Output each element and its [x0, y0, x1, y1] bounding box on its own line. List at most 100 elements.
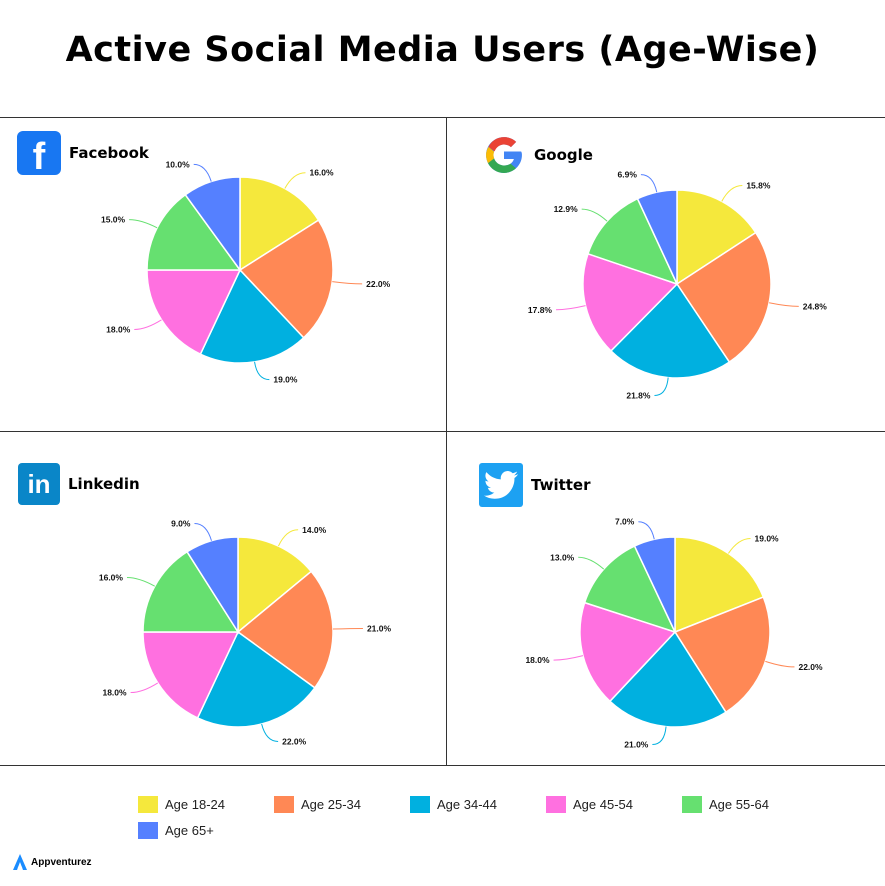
legend-label: Age 34-44 [437, 796, 497, 812]
data-label: 15.0% [101, 215, 126, 225]
linkedin-header: in Linkedin [18, 463, 140, 505]
legend-item[interactable]: Age 55-64 [682, 795, 818, 813]
chart-title: Linkedin [68, 475, 140, 493]
data-label: 18.0% [525, 655, 550, 665]
leader-line [727, 538, 751, 554]
legend-label: Age 65+ [165, 822, 214, 838]
legend-label: Age 25-34 [301, 796, 361, 812]
google-header: Google [482, 133, 593, 177]
chart-title: Twitter [531, 476, 591, 494]
leader-line [769, 302, 799, 307]
divider [446, 117, 447, 765]
twitter-icon [479, 463, 523, 507]
leader-line [130, 682, 159, 694]
data-label: 21.8% [626, 391, 651, 401]
leader-line [640, 174, 658, 193]
pie-slice [199, 268, 305, 364]
pie-slice [186, 536, 239, 635]
pie-slice [237, 536, 313, 634]
leader-line [129, 219, 158, 229]
legend-swatch [274, 795, 294, 813]
pie-slice [238, 219, 334, 339]
leader-line [332, 627, 363, 630]
pie-slice [146, 193, 242, 271]
leader-line [332, 281, 363, 285]
legend-item[interactable]: Age 25-34 [274, 795, 410, 813]
pie-slice [146, 269, 242, 356]
leader-line [254, 361, 270, 381]
brand-name: Appventurez [31, 856, 92, 868]
leader-line [284, 172, 306, 189]
legend-item[interactable]: Age 65+ [138, 821, 274, 839]
leader-line [134, 319, 162, 330]
leader-line [578, 556, 605, 570]
divider [0, 431, 885, 432]
leader-line [193, 163, 212, 182]
leader-line [277, 529, 299, 547]
data-label: 24.8% [803, 301, 828, 311]
pie-slice [675, 231, 772, 364]
facebook-icon: f [17, 131, 61, 178]
pie-slice [239, 176, 320, 272]
legend: Age 18-24 Age 25-34 Age 34-44 Age 45-54 … [138, 795, 818, 839]
legend-swatch [410, 795, 430, 813]
legend-label: Age 45-54 [573, 796, 633, 812]
leader-line [194, 522, 212, 541]
twitter-header: Twitter [479, 463, 591, 507]
data-label: 19.0% [755, 534, 780, 544]
pie-slice [673, 596, 771, 714]
legend-label: Age 55-64 [709, 796, 769, 812]
legend-item[interactable]: Age 45-54 [546, 795, 682, 813]
pie-slice [582, 252, 679, 352]
data-label: 14.0% [302, 525, 327, 535]
brand-logo: Appventurez [12, 853, 92, 871]
data-label: 15.8% [746, 181, 771, 191]
chart-title: Google [534, 146, 593, 164]
data-label: 18.0% [102, 688, 127, 698]
leader-line [652, 726, 667, 745]
linkedin-icon: in [18, 463, 60, 505]
data-label: 16.0% [309, 168, 334, 178]
legend-item[interactable]: Age 18-24 [138, 795, 274, 813]
pie-slice [609, 282, 731, 379]
legend-label: Age 18-24 [165, 796, 225, 812]
data-label: 7.0% [615, 517, 635, 527]
pie-slice [579, 601, 677, 703]
data-label: 13.0% [550, 552, 575, 562]
leader-line [721, 185, 743, 202]
data-label: 18.0% [106, 324, 131, 334]
page-title: Active Social Media Users (Age-Wise) [65, 30, 820, 70]
chart-title: Facebook [69, 144, 149, 162]
legend-swatch [138, 821, 158, 839]
divider [0, 117, 885, 118]
facebook-header: f Facebook [17, 131, 149, 178]
google-icon [482, 133, 526, 177]
legend-item[interactable]: Age 34-44 [410, 795, 546, 813]
data-label: 21.0% [624, 739, 649, 749]
data-label: 22.0% [282, 736, 307, 746]
data-label: 21.0% [367, 623, 392, 633]
leader-line [556, 305, 586, 311]
data-label: 16.0% [99, 573, 124, 583]
appventurez-logo-icon [13, 854, 27, 871]
data-label: 6.9% [618, 170, 638, 180]
leader-line [765, 660, 795, 668]
legend-swatch [138, 795, 158, 813]
data-label: 12.9% [554, 204, 579, 214]
legend-swatch [682, 795, 702, 813]
data-label: 9.0% [171, 518, 191, 528]
leader-line [638, 521, 655, 540]
leader-line [261, 723, 279, 742]
divider [0, 765, 885, 766]
data-label: 19.0% [273, 375, 298, 385]
legend-swatch [546, 795, 566, 813]
leader-line [553, 655, 584, 661]
data-label: 10.0% [166, 159, 191, 169]
leader-line [581, 208, 608, 222]
data-label: 22.0% [366, 279, 391, 289]
data-label: 17.8% [528, 305, 553, 315]
leader-line [126, 577, 155, 587]
data-label: 22.0% [798, 662, 823, 672]
leader-line [654, 377, 669, 397]
